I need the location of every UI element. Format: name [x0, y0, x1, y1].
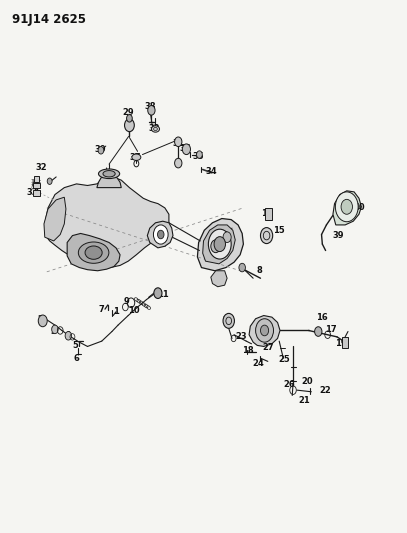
Circle shape: [260, 325, 269, 336]
Bar: [33, 190, 40, 196]
Text: 5: 5: [72, 341, 78, 350]
Text: 27: 27: [263, 343, 274, 352]
Text: 32: 32: [148, 125, 160, 133]
Text: 33: 33: [27, 189, 38, 197]
Polygon shape: [197, 219, 243, 271]
Bar: [33, 183, 40, 188]
Circle shape: [260, 228, 273, 244]
Circle shape: [154, 288, 162, 298]
Text: 13: 13: [261, 209, 272, 217]
Circle shape: [208, 229, 231, 259]
Text: 31: 31: [173, 140, 184, 148]
Text: 14: 14: [208, 244, 219, 252]
Text: 38: 38: [144, 102, 155, 111]
Text: 34: 34: [205, 167, 217, 176]
Ellipse shape: [103, 171, 115, 177]
Text: 37: 37: [129, 153, 141, 161]
Circle shape: [153, 225, 168, 244]
Circle shape: [158, 230, 164, 239]
Bar: [342, 337, 348, 348]
Circle shape: [127, 115, 132, 122]
Text: 10: 10: [129, 306, 140, 314]
Text: 19: 19: [335, 339, 347, 348]
Circle shape: [211, 240, 221, 253]
Text: 7: 7: [99, 305, 105, 313]
Text: 4: 4: [64, 332, 70, 340]
Text: 8: 8: [257, 266, 263, 275]
Circle shape: [98, 147, 104, 154]
Circle shape: [65, 332, 72, 340]
Text: 3: 3: [50, 327, 56, 336]
Text: 24: 24: [253, 359, 264, 368]
Bar: [265, 208, 272, 220]
Text: 2: 2: [38, 316, 44, 324]
Text: 32: 32: [36, 164, 47, 172]
Text: 28: 28: [222, 317, 234, 325]
Text: 36: 36: [179, 144, 191, 152]
Text: 29: 29: [123, 109, 134, 117]
Polygon shape: [211, 271, 227, 287]
Text: 40: 40: [353, 204, 365, 212]
Circle shape: [148, 106, 155, 115]
Polygon shape: [45, 177, 169, 268]
Text: 15: 15: [273, 227, 284, 235]
Text: 11: 11: [157, 290, 168, 298]
Circle shape: [38, 315, 47, 327]
Polygon shape: [333, 191, 361, 225]
Text: 21: 21: [299, 397, 310, 405]
Text: 22: 22: [320, 386, 331, 394]
Text: 17: 17: [325, 325, 336, 334]
Text: 91J14 2625: 91J14 2625: [12, 13, 86, 26]
Text: 9: 9: [123, 297, 129, 305]
Text: 39: 39: [333, 231, 344, 240]
Circle shape: [175, 137, 182, 147]
Polygon shape: [44, 197, 66, 241]
Text: 18: 18: [243, 346, 254, 355]
Text: 1: 1: [113, 308, 119, 316]
Polygon shape: [97, 174, 121, 188]
Text: 16: 16: [316, 313, 327, 322]
Circle shape: [175, 158, 182, 168]
Text: 25: 25: [278, 356, 290, 364]
Circle shape: [125, 119, 134, 132]
Polygon shape: [147, 221, 173, 248]
Circle shape: [315, 327, 322, 336]
Polygon shape: [203, 225, 235, 264]
Text: 6: 6: [74, 354, 79, 362]
Ellipse shape: [151, 126, 160, 132]
Circle shape: [341, 199, 352, 214]
Circle shape: [47, 178, 52, 184]
Text: 20: 20: [301, 377, 313, 385]
Ellipse shape: [98, 169, 120, 179]
Circle shape: [223, 313, 234, 328]
Circle shape: [256, 319, 274, 342]
Ellipse shape: [78, 242, 109, 263]
Text: 35: 35: [193, 152, 204, 161]
Circle shape: [52, 325, 58, 334]
Circle shape: [223, 232, 231, 243]
Circle shape: [197, 151, 202, 158]
Text: 26: 26: [283, 381, 295, 389]
Circle shape: [239, 263, 245, 272]
Circle shape: [335, 192, 358, 222]
Polygon shape: [67, 233, 120, 271]
Text: 30: 30: [95, 145, 106, 154]
Ellipse shape: [85, 246, 102, 260]
Circle shape: [182, 144, 190, 155]
Text: 12: 12: [217, 231, 229, 240]
Text: 23: 23: [235, 333, 247, 341]
Polygon shape: [249, 316, 280, 346]
Bar: [34, 176, 39, 182]
Circle shape: [214, 237, 225, 252]
Ellipse shape: [132, 154, 141, 160]
